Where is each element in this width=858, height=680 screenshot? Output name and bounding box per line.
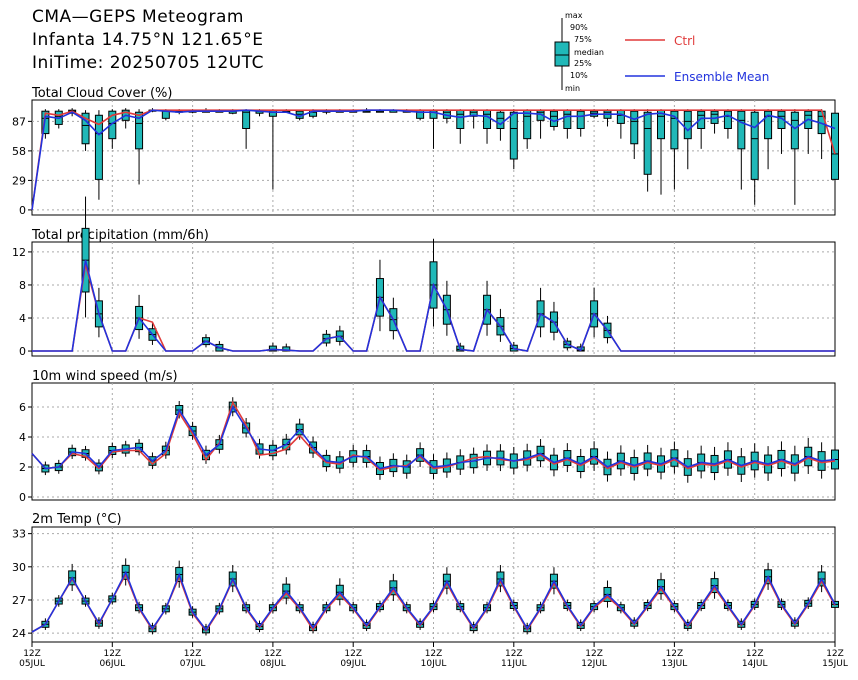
location-label: Infanta 14.75°N 121.65°E xyxy=(32,30,264,50)
box-iqr xyxy=(509,111,518,160)
x-tick-hour: 12Z xyxy=(505,649,523,659)
box-iqr xyxy=(750,111,759,180)
y-tick-label: 29 xyxy=(12,174,26,187)
y-tick-label: 30 xyxy=(12,561,26,574)
box-iqr xyxy=(456,109,465,129)
y-tick-label: 33 xyxy=(12,528,26,541)
x-tick-hour: 12Z xyxy=(23,649,41,659)
x-tick-date: 08JUL xyxy=(260,659,286,669)
ensemble-mean-line xyxy=(31,405,836,470)
x-tick-date: 05JUL xyxy=(19,659,45,669)
panel-frame xyxy=(31,382,836,501)
x-tick-date: 14JUL xyxy=(742,659,768,669)
panel-title: 10m wind speed (m/s) xyxy=(32,369,178,384)
box-iqr xyxy=(723,110,732,129)
x-tick-hour: 12Z xyxy=(826,649,844,659)
box-iqr xyxy=(576,110,585,129)
x-tick-date: 13JUL xyxy=(662,659,688,669)
box-iqr xyxy=(549,110,558,127)
x-tick-date: 06JUL xyxy=(99,659,125,669)
box-iqr xyxy=(242,109,251,129)
box-iqr xyxy=(268,109,277,117)
box-iqr xyxy=(41,110,50,135)
panel-0: Total Cloud Cover (%) 0 29 58 87 xyxy=(12,86,839,217)
box-iqr xyxy=(630,110,639,145)
panel-title: 2m Temp (°C) xyxy=(32,512,122,527)
panel-3: 2m Temp (°C) 24 27 30 33 xyxy=(12,512,839,643)
y-tick-label: 0 xyxy=(19,345,26,358)
x-tick-date: 10JUL xyxy=(421,659,447,669)
x-tick-hour: 12Z xyxy=(746,649,764,659)
x-tick-hour: 12Z xyxy=(425,649,443,659)
y-tick-label: 87 xyxy=(12,115,26,128)
box-iqr xyxy=(670,110,679,150)
legend-ctrl-label: Ctrl xyxy=(674,34,695,48)
x-tick-hour: 12Z xyxy=(264,649,282,659)
legend-box-label: 10% xyxy=(570,71,588,80)
ensemble-mean-line xyxy=(32,260,835,352)
y-tick-label: 24 xyxy=(12,627,26,640)
y-tick-label: 58 xyxy=(12,145,26,158)
panel-2: 10m wind speed (m/s) 0 2 4 6 xyxy=(19,369,839,504)
y-tick-label: 4 xyxy=(19,431,26,444)
y-tick-label: 12 xyxy=(12,246,26,259)
box-iqr xyxy=(831,112,839,180)
box-iqr xyxy=(563,109,572,129)
y-tick-label: 27 xyxy=(12,594,26,607)
box-iqr xyxy=(764,110,773,140)
y-tick-label: 6 xyxy=(19,401,26,414)
legend-box-label: 25% xyxy=(574,59,592,68)
y-tick-label: 4 xyxy=(19,312,26,325)
box-iqr xyxy=(496,111,505,129)
box-iqr xyxy=(737,110,746,150)
box-iqr xyxy=(523,109,532,140)
legend: max 90% 75% median 25% 10% min Ctrl Ensemble Mea… xyxy=(554,11,769,93)
box-iqr xyxy=(483,109,492,129)
box-iqr xyxy=(429,109,438,119)
legend-box-label: 75% xyxy=(574,35,592,44)
legend-box-label: median xyxy=(574,48,604,57)
x-tick-date: 12JUL xyxy=(581,659,607,669)
box-iqr xyxy=(108,110,117,140)
meteogram-title: CMA—GEPS Meteogram xyxy=(32,7,244,27)
x-tick-date: 15JUL xyxy=(822,659,848,669)
ensemble-mean-line xyxy=(31,109,836,211)
panel-1: Total precipitation (mm/6h) 0 4 8 12 xyxy=(12,196,836,358)
box-iqr xyxy=(777,110,786,129)
box-iqr xyxy=(81,112,90,145)
box-iqr xyxy=(268,345,277,352)
legend-box-label: max xyxy=(565,11,583,20)
ctrl-line xyxy=(31,109,836,211)
x-tick-date: 11JUL xyxy=(501,659,527,669)
init-time-label: IniTime: 20250705 12UTC xyxy=(32,53,265,73)
ctrl-line xyxy=(31,400,836,471)
box-iqr xyxy=(790,111,799,150)
panel-title: Total Cloud Cover (%) xyxy=(31,86,172,101)
legend-mean-label: Ensemble Mean xyxy=(674,70,769,84)
x-tick-hour: 12Z xyxy=(344,649,362,659)
y-tick-label: 0 xyxy=(19,491,26,504)
x-tick-date: 07JUL xyxy=(180,659,206,669)
panel-title: Total precipitation (mm/6h) xyxy=(31,228,209,243)
y-tick-label: 8 xyxy=(19,279,26,292)
box-iqr xyxy=(94,114,103,180)
legend-box xyxy=(554,41,570,67)
x-tick-date: 09JUL xyxy=(340,659,366,669)
box-iqr xyxy=(616,109,625,124)
x-tick-hour: 12Z xyxy=(103,649,121,659)
legend-box-label: min xyxy=(565,84,580,93)
ensemble-mean-line xyxy=(31,570,836,633)
box-iqr xyxy=(643,111,652,175)
y-tick-label: 2 xyxy=(19,461,26,474)
legend-box-label: 90% xyxy=(570,23,588,32)
box-iqr xyxy=(282,346,291,352)
x-tick-hour: 12Z xyxy=(585,649,603,659)
box-iqr xyxy=(697,110,706,129)
x-tick-hour: 12Z xyxy=(184,649,202,659)
box-iqr xyxy=(135,111,144,150)
box-iqr xyxy=(683,110,692,140)
y-tick-label: 0 xyxy=(19,204,26,217)
x-tick-hour: 12Z xyxy=(666,649,684,659)
